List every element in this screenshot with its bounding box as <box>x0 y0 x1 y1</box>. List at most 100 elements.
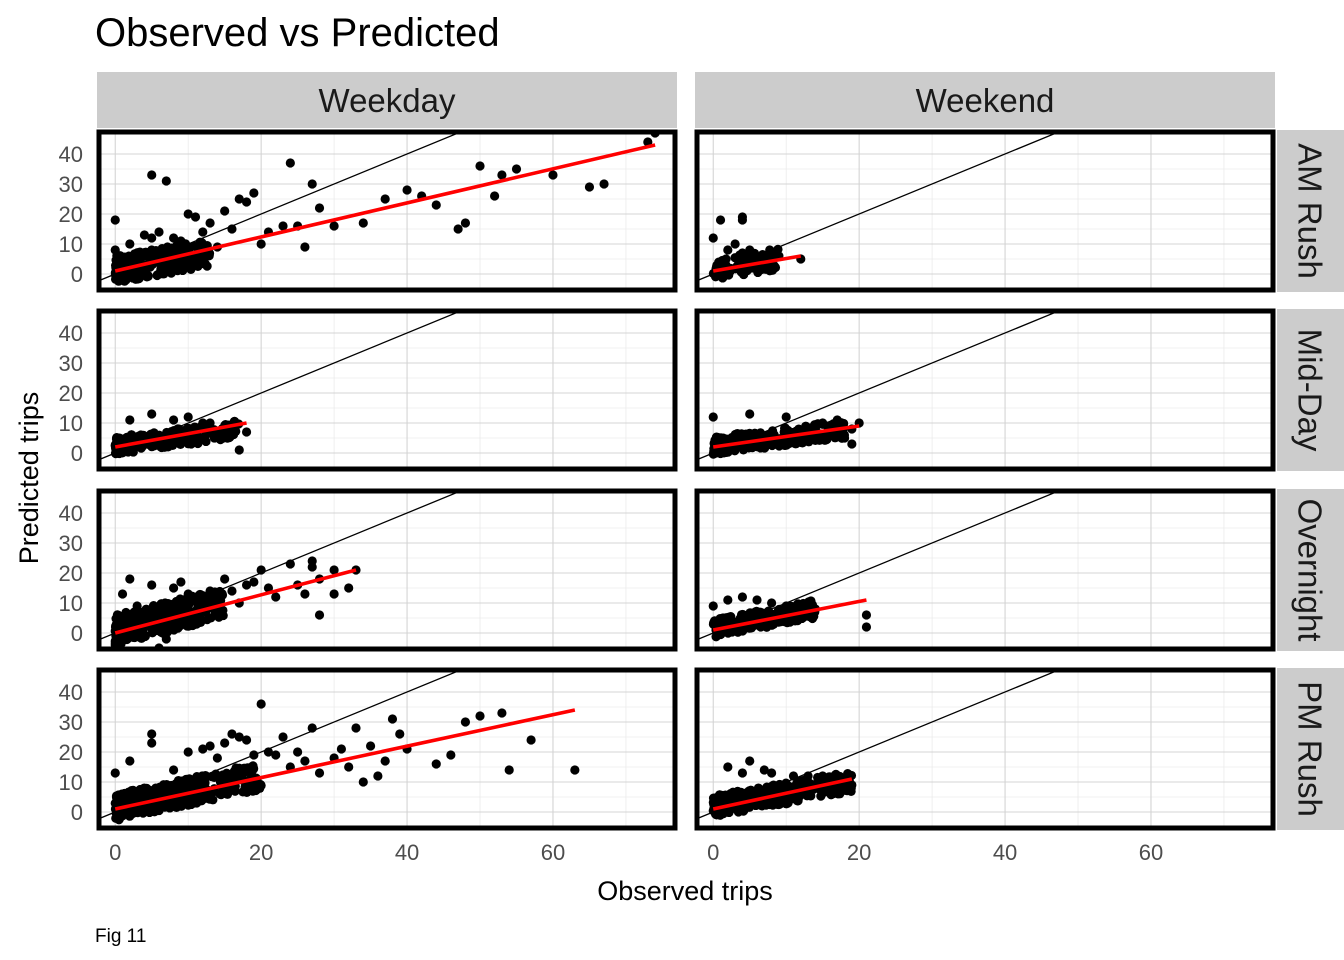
panel-weekday-pm-rush: 0 10 20 30 40 0 20 40 60 <box>59 667 678 865</box>
data-point <box>497 170 507 180</box>
x-axis-title: Observed trips <box>597 876 773 906</box>
data-point <box>358 777 368 787</box>
data-point <box>733 786 743 796</box>
data-point <box>344 762 354 772</box>
data-point <box>314 203 325 213</box>
data-point <box>110 245 120 255</box>
data-point <box>173 775 184 786</box>
panel-border-weekday-overnight <box>96 488 678 652</box>
panel-border-weekend-am-rush <box>694 129 1276 293</box>
data-point <box>174 264 185 274</box>
column-strip-label-weekday: Weekday <box>319 82 456 119</box>
data-point <box>179 797 189 807</box>
data-point <box>218 770 228 780</box>
data-point <box>256 239 266 249</box>
data-point <box>125 239 135 249</box>
data-point <box>300 242 310 252</box>
data-point <box>745 245 755 255</box>
data-point <box>329 565 339 575</box>
data-point <box>730 253 740 263</box>
data-point <box>724 615 734 626</box>
data-point <box>285 158 295 168</box>
x-tick-label: 40 <box>993 840 1017 865</box>
data-point <box>380 756 390 766</box>
panel-weekend-overnight <box>694 488 1276 652</box>
data-point <box>767 598 777 608</box>
data-point <box>737 592 748 602</box>
data-point <box>162 621 172 631</box>
data-point <box>193 433 203 443</box>
row-strip-label-mid-day: Mid-Day <box>1292 329 1329 452</box>
panel-weekend-pm-rush: 0 20 40 60 <box>694 667 1276 865</box>
data-point <box>249 188 259 198</box>
data-point <box>234 732 244 742</box>
data-point <box>117 589 128 599</box>
data-point <box>241 735 252 745</box>
data-point <box>737 212 748 222</box>
data-point <box>548 170 558 180</box>
data-point <box>278 732 288 742</box>
data-point <box>183 412 193 422</box>
data-point <box>174 783 185 793</box>
data-point <box>790 438 800 449</box>
data-point <box>128 273 138 283</box>
reference-line-y-equals-x <box>695 309 1066 462</box>
data-point <box>110 768 120 778</box>
data-point <box>570 765 580 775</box>
panel-plot-area-weekend-mid-day <box>695 309 1275 471</box>
data-point <box>125 756 135 766</box>
chart-title: Observed vs Predicted <box>95 11 500 55</box>
y-tick-label: 30 <box>59 351 83 376</box>
data-point <box>212 753 222 763</box>
data-point <box>765 266 775 276</box>
data-point <box>241 580 252 590</box>
data-point <box>861 610 872 620</box>
data-point <box>710 436 721 446</box>
y-tick-label: 20 <box>59 740 83 765</box>
data-point <box>114 633 124 643</box>
data-point <box>241 197 252 207</box>
data-point <box>147 580 157 590</box>
y-tick-label: 40 <box>59 680 83 705</box>
data-point <box>737 768 748 778</box>
y-tick-label: 0 <box>71 800 83 825</box>
y-tick-label: 20 <box>59 202 83 227</box>
data-point <box>584 182 595 192</box>
data-point <box>169 583 179 593</box>
data-point <box>475 161 485 171</box>
data-point <box>147 729 157 739</box>
y-tick-label: 40 <box>59 142 83 167</box>
fit-line <box>114 421 247 449</box>
data-point <box>144 807 155 818</box>
panel-plot-area-weekday-overnight <box>97 489 677 651</box>
panel-border-weekend-pm-rush <box>694 667 1276 831</box>
y-tick-label: 0 <box>71 262 83 287</box>
data-point <box>490 191 500 201</box>
data-point <box>183 209 193 219</box>
panel-weekday-am-rush: 0 10 20 30 40 <box>59 129 678 293</box>
data-point <box>249 764 259 774</box>
data-point <box>818 771 828 781</box>
data-point <box>149 602 159 612</box>
y-tick-label: 10 <box>59 770 83 795</box>
data-point <box>752 595 762 605</box>
data-point <box>240 782 250 792</box>
data-point <box>380 194 390 204</box>
reference-line-y-equals-x <box>97 489 468 642</box>
data-point <box>431 759 441 769</box>
panel-weekend-mid-day <box>694 308 1276 472</box>
data-point <box>113 274 123 284</box>
data-point <box>161 176 171 186</box>
data-point <box>460 717 471 727</box>
fit-line <box>114 708 576 811</box>
data-point <box>822 434 832 445</box>
reference-line-y-equals-x <box>695 489 1066 642</box>
data-point <box>278 221 288 231</box>
panel-weekend-am-rush <box>694 129 1276 293</box>
fit-line <box>114 143 656 273</box>
data-point <box>307 179 317 189</box>
y-tick-label: 30 <box>59 710 83 735</box>
data-point <box>256 699 266 709</box>
data-point <box>745 409 755 419</box>
